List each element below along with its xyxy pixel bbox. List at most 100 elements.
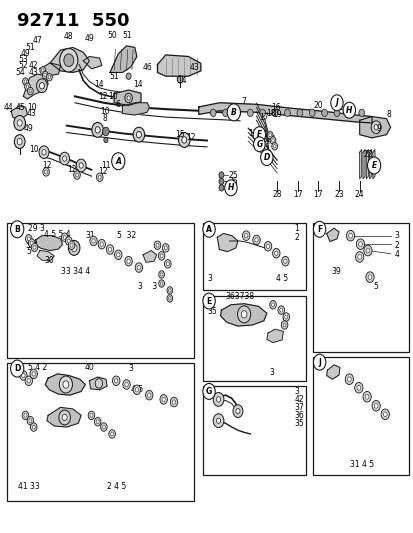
Text: 23: 23 <box>258 135 267 144</box>
Circle shape <box>358 109 364 117</box>
Text: 36: 36 <box>294 411 304 420</box>
Circle shape <box>253 127 265 143</box>
Circle shape <box>24 80 27 83</box>
Text: F: F <box>316 225 321 234</box>
Text: E: E <box>370 161 376 170</box>
Text: 4 5: 4 5 <box>131 385 142 394</box>
Circle shape <box>281 256 288 266</box>
Circle shape <box>29 419 32 423</box>
Circle shape <box>222 109 228 117</box>
Circle shape <box>170 397 177 407</box>
Polygon shape <box>359 117 390 138</box>
Circle shape <box>362 391 370 402</box>
Text: 3: 3 <box>394 231 399 240</box>
Circle shape <box>158 280 164 287</box>
Text: 54: 54 <box>15 69 25 77</box>
Circle shape <box>71 244 77 252</box>
Text: 5: 5 <box>26 247 31 256</box>
Circle shape <box>112 153 125 169</box>
Circle shape <box>39 83 44 89</box>
Text: 10: 10 <box>108 92 117 101</box>
Circle shape <box>11 221 24 238</box>
Circle shape <box>342 102 355 118</box>
Polygon shape <box>11 106 27 119</box>
Text: 92711  550: 92711 550 <box>17 12 129 30</box>
Circle shape <box>168 289 171 292</box>
Text: 14: 14 <box>94 80 104 89</box>
Circle shape <box>48 76 50 79</box>
Circle shape <box>63 381 69 388</box>
Text: 51: 51 <box>26 43 35 52</box>
Text: 42: 42 <box>29 61 38 70</box>
Circle shape <box>347 377 350 382</box>
Circle shape <box>79 163 83 168</box>
Circle shape <box>123 379 130 389</box>
Text: 2: 2 <box>394 241 399 250</box>
Circle shape <box>181 137 186 143</box>
Text: 26: 26 <box>228 177 237 186</box>
Circle shape <box>135 387 138 392</box>
Circle shape <box>177 76 183 83</box>
Text: 16: 16 <box>271 102 280 111</box>
Text: 17: 17 <box>292 190 302 199</box>
Circle shape <box>24 414 27 417</box>
Circle shape <box>29 90 32 93</box>
Polygon shape <box>369 150 371 179</box>
Text: 17: 17 <box>248 129 257 138</box>
Text: 1: 1 <box>294 224 299 233</box>
Circle shape <box>26 85 29 88</box>
Circle shape <box>266 244 269 248</box>
Text: G: G <box>205 387 212 396</box>
Circle shape <box>313 354 325 370</box>
Text: 14: 14 <box>133 79 142 88</box>
Circle shape <box>358 242 361 247</box>
Text: 3: 3 <box>269 368 274 377</box>
Text: 4: 4 <box>394 251 399 260</box>
Circle shape <box>110 432 113 436</box>
Text: 53: 53 <box>19 55 28 63</box>
Text: 7: 7 <box>241 97 246 106</box>
Circle shape <box>373 125 377 130</box>
Circle shape <box>27 237 30 241</box>
Circle shape <box>40 67 45 74</box>
Circle shape <box>43 167 49 176</box>
Text: 10: 10 <box>100 107 109 116</box>
Circle shape <box>284 109 290 117</box>
Circle shape <box>24 83 30 91</box>
Circle shape <box>32 372 35 376</box>
Text: 5  32: 5 32 <box>116 231 136 240</box>
Circle shape <box>282 313 289 321</box>
Text: 33 34 4: 33 34 4 <box>61 268 90 276</box>
Circle shape <box>108 247 112 252</box>
Circle shape <box>61 233 68 241</box>
Circle shape <box>68 240 80 255</box>
Text: 12: 12 <box>98 167 107 176</box>
Text: 49: 49 <box>21 50 30 58</box>
Circle shape <box>21 373 25 378</box>
Circle shape <box>114 250 122 260</box>
Bar <box>7 364 193 502</box>
Polygon shape <box>37 251 54 261</box>
Circle shape <box>160 282 163 285</box>
Circle shape <box>90 414 93 417</box>
Polygon shape <box>83 56 102 69</box>
Circle shape <box>25 235 32 243</box>
Text: H: H <box>227 183 234 192</box>
Text: 3    3: 3 3 <box>137 282 157 291</box>
Circle shape <box>102 425 105 429</box>
Circle shape <box>269 137 275 144</box>
Bar <box>7 223 193 358</box>
Circle shape <box>259 109 265 117</box>
Text: 43: 43 <box>189 63 199 71</box>
Circle shape <box>313 221 325 237</box>
Circle shape <box>126 73 131 79</box>
Circle shape <box>59 49 78 72</box>
Polygon shape <box>50 47 89 72</box>
Circle shape <box>373 403 377 408</box>
Circle shape <box>127 259 130 263</box>
Circle shape <box>356 239 364 249</box>
Circle shape <box>380 409 389 419</box>
Circle shape <box>271 303 274 306</box>
Circle shape <box>158 271 164 278</box>
Circle shape <box>273 144 275 148</box>
